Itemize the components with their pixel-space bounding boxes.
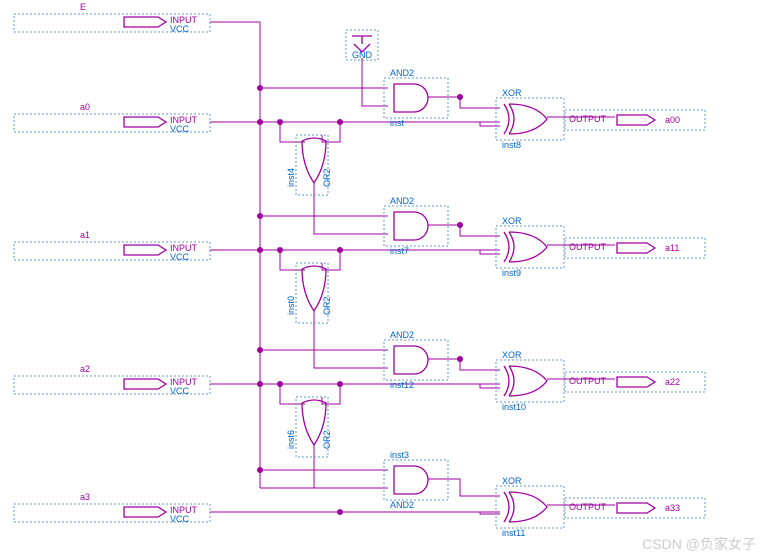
xor-inst9: [496, 226, 564, 268]
svg-text:OR2: OR2: [322, 168, 332, 187]
svg-text:OR2: OR2: [322, 430, 332, 449]
svg-text:XOR: XOR: [502, 350, 522, 360]
svg-text:AND2: AND2: [390, 330, 414, 340]
wire: [444, 479, 500, 496]
junction: [277, 381, 283, 387]
svg-text:inst: inst: [390, 118, 405, 128]
junction: [337, 381, 343, 387]
junction: [457, 222, 463, 228]
svg-text:a1: a1: [80, 230, 90, 240]
xor-inst11: [496, 486, 564, 528]
svg-text:OUTPUT: OUTPUT: [569, 376, 607, 386]
svg-text:E: E: [80, 2, 86, 12]
junction: [457, 356, 463, 362]
svg-text:AND2: AND2: [390, 196, 414, 206]
junction: [257, 213, 263, 219]
svg-text:XOR: XOR: [502, 88, 522, 98]
svg-text:inst0: inst0: [286, 296, 296, 315]
junction: [337, 247, 343, 253]
svg-text:a11: a11: [665, 243, 679, 253]
svg-text:VCC: VCC: [170, 252, 190, 262]
wire: [480, 250, 500, 254]
wire: [444, 359, 500, 370]
svg-text:VCC: VCC: [170, 514, 190, 524]
wire: [322, 122, 340, 142]
junction: [257, 119, 263, 125]
svg-text:inst8: inst8: [502, 140, 521, 150]
svg-text:a22: a22: [665, 377, 680, 387]
xor-inst8: [496, 98, 564, 140]
wire: [444, 225, 500, 236]
junction: [257, 467, 263, 473]
junction: [257, 247, 263, 253]
svg-text:VCC: VCC: [170, 24, 190, 34]
junction: [257, 85, 263, 91]
svg-text:OR2: OR2: [322, 296, 332, 315]
junction: [337, 509, 343, 515]
junction: [277, 119, 283, 125]
junction: [257, 381, 263, 387]
wire: [280, 384, 305, 404]
wire: [322, 250, 340, 270]
junction: [277, 247, 283, 253]
svg-text:AND2: AND2: [390, 500, 414, 510]
svg-text:VCC: VCC: [170, 124, 190, 134]
wire: [480, 384, 500, 388]
svg-text:AND2: AND2: [390, 68, 414, 78]
wire: [280, 122, 305, 142]
svg-text:VCC: VCC: [170, 386, 190, 396]
wire: [480, 122, 500, 126]
svg-text:a00: a00: [665, 115, 680, 125]
svg-text:a33: a33: [665, 503, 680, 513]
svg-text:inst12: inst12: [390, 380, 414, 390]
svg-text:OUTPUT: OUTPUT: [569, 242, 607, 252]
wire: [444, 97, 500, 108]
svg-text:XOR: XOR: [502, 216, 522, 226]
svg-text:a2: a2: [80, 364, 90, 374]
svg-text:OUTPUT: OUTPUT: [569, 114, 607, 124]
junction: [457, 94, 463, 100]
wire: [314, 320, 388, 368]
svg-text:OUTPUT: OUTPUT: [569, 502, 607, 512]
svg-text:inst6: inst6: [286, 430, 296, 449]
wire: [314, 192, 388, 234]
wire: [280, 250, 305, 270]
svg-text:a0: a0: [80, 102, 90, 112]
watermark: CSDN @负家女子: [642, 534, 756, 554]
svg-text:inst7: inst7: [390, 246, 409, 256]
svg-text:inst4: inst4: [286, 168, 296, 187]
wire: [322, 384, 340, 404]
svg-text:inst10: inst10: [502, 402, 526, 412]
svg-text:inst11: inst11: [502, 528, 525, 538]
junction: [337, 119, 343, 125]
svg-text:inst3: inst3: [390, 450, 409, 460]
xor-inst10: [496, 360, 564, 402]
svg-text:XOR: XOR: [502, 476, 522, 486]
svg-text:inst9: inst9: [502, 268, 521, 278]
junction: [257, 347, 263, 353]
svg-text:a3: a3: [80, 492, 90, 502]
